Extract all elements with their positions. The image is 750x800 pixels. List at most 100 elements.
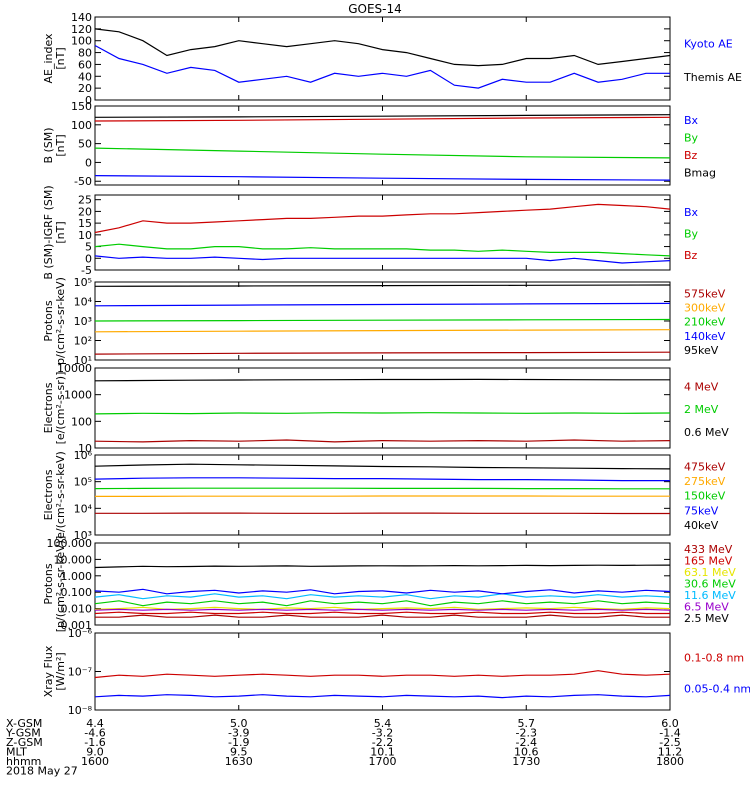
series-line: [94, 487, 670, 490]
series-line: [94, 351, 671, 355]
legend-entry: 30.6 MeV: [684, 578, 736, 591]
footer-value: -2.2: [372, 736, 393, 749]
series-line: [94, 600, 671, 607]
y-tick-label: 10: [78, 229, 92, 242]
series-line: [94, 608, 671, 611]
series-line: [95, 614, 670, 618]
series-line: [94, 477, 670, 482]
footer-value: 9.5: [230, 746, 248, 759]
footer-value: 1700: [369, 755, 397, 768]
y-axis-label: Electrons: [42, 382, 55, 433]
legend-entry: 4 MeV: [684, 380, 719, 393]
legend-entry: 0.6 MeV: [684, 426, 729, 439]
series-line: [94, 175, 671, 181]
series-line: [94, 439, 671, 443]
y-axis-unit: [nT]: [54, 47, 67, 69]
y-tick-label: 5: [85, 241, 92, 254]
footer-value: 1730: [512, 755, 540, 768]
footer-value: 11.2: [658, 746, 683, 759]
y-tick-label: 0.100: [61, 586, 93, 599]
legend-entry: 433 MeV: [684, 543, 733, 556]
y-tick-label: 10¹: [74, 354, 92, 367]
y-tick-label: 140: [71, 11, 92, 24]
y-tick-label: 10⁴: [74, 296, 93, 309]
y-axis-label: Xray Flux: [42, 645, 55, 697]
y-tick-label: 0: [85, 94, 92, 107]
y-tick-label: 100: [71, 119, 92, 132]
legend-entry: 40keV: [684, 519, 719, 532]
y-tick-label: 100: [71, 35, 92, 48]
footer-value: 4.4: [86, 717, 104, 730]
y-axis-unit: e/(cm²-s-sr-keV): [54, 451, 67, 539]
footer-row-label: Z-GSM: [6, 736, 43, 749]
footer-value: 6.0: [661, 717, 679, 730]
y-tick-label: 50: [78, 138, 92, 151]
footer-row-label: Y-GSM: [5, 727, 41, 740]
footer-value: 10.6: [514, 746, 539, 759]
footer-value: -1.9: [228, 736, 249, 749]
y-tick-label: 60: [78, 58, 92, 71]
footer-value: 1600: [81, 755, 109, 768]
series-line: [94, 606, 671, 611]
footer-value: 10.1: [370, 746, 395, 759]
footer-value: -2.5: [659, 736, 680, 749]
legend-entry: 2.5 MeV: [684, 612, 729, 625]
series-line: [94, 564, 671, 569]
y-tick-label: 10²: [74, 335, 92, 348]
series-line: [94, 284, 671, 287]
footer-row-label: hhmm: [6, 755, 41, 768]
y-tick-label: -5: [81, 264, 92, 277]
legend-entry: Bx: [684, 206, 699, 219]
y-tick-label: 120: [71, 23, 92, 36]
footer-value: -2.3: [516, 727, 537, 740]
y-tick-label: 100: [71, 415, 92, 428]
footer-row-label: X-GSM: [6, 717, 42, 730]
y-tick-label: 0.010: [61, 603, 93, 616]
footer-value: 5.4: [374, 717, 392, 730]
y-tick-label: 10⁻⁷: [68, 666, 92, 679]
series-line: [94, 243, 671, 257]
legend-entry: 2 MeV: [684, 403, 719, 416]
y-axis-unit: [e/(cm²-s-sr)]: [54, 372, 67, 445]
y-tick-label: -50: [74, 175, 92, 188]
series-line: [94, 114, 671, 118]
y-tick-label: 10⁻⁶: [68, 627, 93, 640]
footer-value: -3.2: [372, 727, 393, 740]
series-line: [94, 28, 671, 67]
y-tick-label: 150: [71, 100, 92, 113]
legend-entry: Bz: [684, 149, 698, 162]
series-line: [94, 611, 670, 615]
y-axis-label: B (SM)-IGRF (SM): [42, 185, 55, 279]
y-tick-label: 10⁴: [74, 502, 93, 515]
y-axis-unit: [p/(cm²-s-sr-keV)]: [54, 536, 67, 633]
y-axis-label: Protons: [42, 563, 55, 604]
footer-value: -2.4: [516, 736, 537, 749]
legend-entry: By: [684, 132, 699, 145]
legend-entry: 210keV: [684, 316, 726, 329]
y-tick-label: 10⁶: [74, 449, 93, 462]
legend-entry: 95keV: [684, 344, 719, 357]
series-line: [94, 329, 671, 333]
legend-entry: 11.6 MeV: [684, 589, 736, 602]
series-line: [94, 670, 671, 679]
footer-row-label: MLT: [6, 746, 27, 759]
legend-entry: 150keV: [684, 490, 726, 503]
legend-entry: 575keV: [684, 287, 726, 300]
y-axis-unit: [nT]: [54, 221, 67, 243]
series-line: [94, 255, 671, 264]
plot-title: GOES-14: [348, 2, 402, 16]
y-tick-label: 10³: [74, 529, 92, 542]
footer-value: 5.7: [518, 717, 536, 730]
y-tick-label: 0.001: [61, 619, 93, 632]
footer-value: 1800: [656, 755, 684, 768]
legend-entry: Kyoto AE: [684, 38, 733, 51]
series-line: [94, 147, 671, 159]
footer-value: -1.6: [84, 736, 105, 749]
footer-value: -3.9: [228, 727, 249, 740]
y-axis-unit: [nT]: [54, 134, 67, 156]
y-axis-unit: p/(cm²-s-sr-keV): [54, 277, 67, 365]
y-axis-label: B (SM): [42, 127, 55, 163]
legend-entry: 300keV: [684, 302, 726, 315]
series-line: [94, 302, 671, 307]
